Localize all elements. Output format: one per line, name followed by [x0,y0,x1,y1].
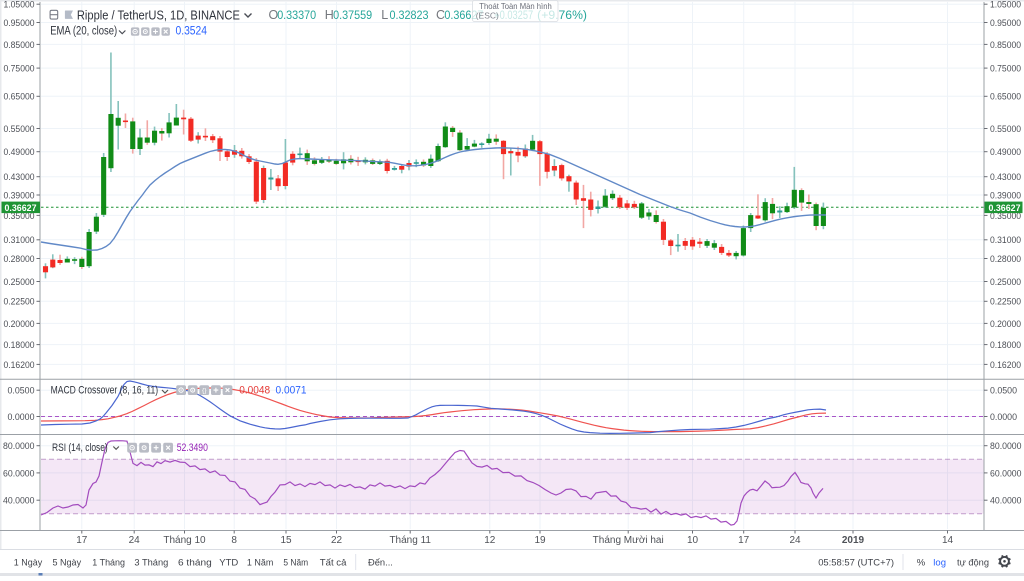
svg-text:1.05000: 1.05000 [990,0,1021,11]
svg-text:52.3490: 52.3490 [177,442,208,454]
svg-text:0.0000: 0.0000 [990,412,1017,423]
svg-text:0.35000: 0.35000 [990,211,1021,222]
svg-text:0.0500: 0.0500 [990,386,1017,397]
svg-text:MACD Crossover (8, 16, 11): MACD Crossover (8, 16, 11) [51,385,159,397]
svg-text:60.0000: 60.0000 [3,468,35,479]
svg-text:0.39000: 0.39000 [4,190,35,201]
svg-text:60.0000: 60.0000 [990,468,1022,479]
svg-text:80.0000: 80.0000 [3,441,35,452]
svg-text:0.95000: 0.95000 [4,18,35,29]
svg-text:0.49000: 0.49000 [4,147,35,158]
svg-text:0.25000: 0.25000 [4,277,35,288]
svg-text:3 Tháng: 3 Tháng [134,558,168,569]
svg-text:80.0000: 80.0000 [990,441,1022,452]
svg-text:40.0000: 40.0000 [3,496,35,507]
svg-text:0.95000: 0.95000 [990,18,1021,29]
svg-text:0.16200: 0.16200 [990,360,1021,371]
svg-text:15: 15 [280,535,292,546]
svg-text:0.28000: 0.28000 [4,254,35,265]
svg-text:%: % [917,558,926,569]
svg-text:5 Ngày: 5 Ngày [53,558,82,569]
svg-text:0.49000: 0.49000 [990,147,1021,158]
svg-text:8: 8 [231,535,237,546]
svg-text:0.65000: 0.65000 [990,92,1021,103]
svg-text:5 Năm: 5 Năm [283,558,308,569]
svg-text:19: 19 [534,535,546,546]
svg-text:L: L [381,8,388,22]
svg-text:Đến...: Đến... [368,558,393,569]
svg-text:H: H [325,8,334,22]
svg-text:Tháng Mười hai: Tháng Mười hai [593,535,664,546]
svg-text:1 Tháng: 1 Tháng [92,558,125,569]
svg-text:0.55000: 0.55000 [4,124,35,135]
svg-text:24: 24 [789,535,801,546]
svg-text:0.85000: 0.85000 [990,40,1021,51]
svg-text:0.25000: 0.25000 [990,277,1021,288]
svg-text:0.16200: 0.16200 [4,360,35,371]
svg-text:0.3524: 0.3524 [176,26,208,38]
svg-text:tự động: tự động [957,558,989,569]
svg-text:1 Ngày: 1 Ngày [14,558,43,569]
svg-text:17: 17 [738,535,750,546]
svg-text:0.85000: 0.85000 [4,40,35,51]
svg-text:40.0000: 40.0000 [990,496,1022,507]
svg-text:0.22500: 0.22500 [4,297,35,308]
svg-text:RSI (14, close): RSI (14, close) [52,442,108,454]
svg-text:EMA (20, close): EMA (20, close) [50,26,117,38]
svg-text:Ripple / TetherUS, 1D, BINANCE: Ripple / TetherUS, 1D, BINANCE [77,8,240,22]
svg-text:0.28000: 0.28000 [990,254,1021,265]
svg-text:14: 14 [942,535,954,546]
svg-text:0.43000: 0.43000 [990,172,1021,183]
svg-text:Tháng 10: Tháng 10 [163,535,206,546]
svg-text:1.05000: 1.05000 [4,0,35,11]
svg-text:0.20000: 0.20000 [4,319,35,330]
svg-text:0.22500: 0.22500 [990,297,1021,308]
svg-text:0.39000: 0.39000 [990,190,1021,201]
svg-text:0.36627: 0.36627 [5,203,37,214]
svg-text:0.31000: 0.31000 [990,235,1021,246]
svg-text:22: 22 [331,535,343,546]
svg-text:O: O [269,8,279,22]
svg-text:0.35000: 0.35000 [4,211,35,222]
svg-text:log: log [933,558,946,569]
svg-text:0.33370: 0.33370 [277,10,316,22]
svg-text:0.18000: 0.18000 [990,340,1021,351]
svg-text:YTD: YTD [219,558,238,569]
svg-text:6 tháng: 6 tháng [178,558,212,569]
svg-text:Tất cả: Tất cả [320,558,347,569]
svg-text:05:58:57 (UTC+7): 05:58:57 (UTC+7) [818,558,894,569]
svg-text:(ESC): (ESC) [476,11,499,21]
svg-text:C: C [436,8,445,22]
svg-text:0.37559: 0.37559 [333,10,372,22]
svg-text:0.0048: 0.0048 [239,385,270,397]
svg-text:{}: {} [202,388,207,395]
svg-text:0.32823: 0.32823 [390,10,429,22]
svg-text:0.18000: 0.18000 [4,340,35,351]
svg-text:24: 24 [129,535,141,546]
svg-text:0.0071: 0.0071 [276,385,307,397]
svg-text:0.43000: 0.43000 [4,172,35,183]
svg-text:0.0000: 0.0000 [8,412,35,423]
svg-text:1 Năm: 1 Năm [247,558,273,569]
svg-text:0.65000: 0.65000 [4,92,35,103]
svg-text:0.0500: 0.0500 [8,386,35,397]
svg-text:0.20000: 0.20000 [990,319,1021,330]
svg-text:2019: 2019 [842,535,865,546]
svg-text:Thoát Toàn Màn hình: Thoát Toàn Màn hình [479,1,552,11]
svg-text:0.55000: 0.55000 [990,124,1021,135]
svg-text:0.36627: 0.36627 [989,203,1021,214]
svg-text:0.75000: 0.75000 [990,64,1021,75]
svg-text:12: 12 [484,535,496,546]
svg-text:10: 10 [687,535,699,546]
svg-text:Tháng 11: Tháng 11 [389,535,431,546]
svg-text:17: 17 [76,535,88,546]
svg-text:0.75000: 0.75000 [4,64,35,75]
svg-text:0.31000: 0.31000 [4,235,35,246]
